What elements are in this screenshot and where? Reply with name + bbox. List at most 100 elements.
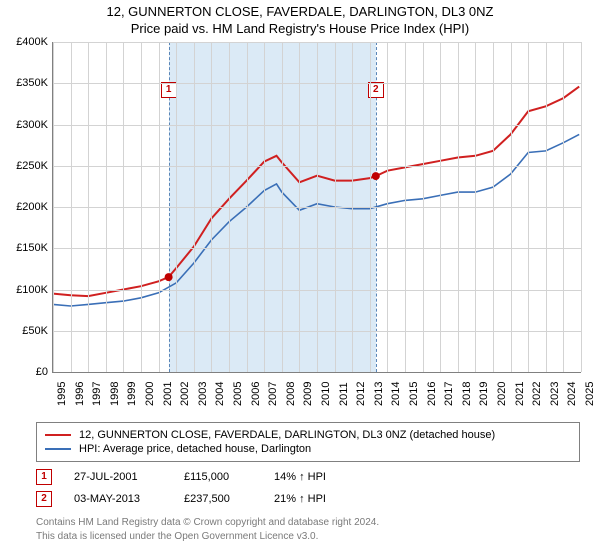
gridline-v	[106, 42, 107, 372]
gridline-v	[264, 42, 265, 372]
legend-swatch-hpi	[45, 448, 71, 450]
credit-line1: Contains HM Land Registry data © Crown c…	[36, 516, 580, 530]
x-tick-label: 2005	[232, 382, 244, 406]
y-tick-label: £100K	[0, 284, 48, 296]
x-tick-label: 2021	[514, 382, 526, 406]
gridline-v	[229, 42, 230, 372]
sales-row-1: 1 27-JUL-2001 £115,000 14% ↑ HPI	[36, 466, 580, 488]
gridline-v	[299, 42, 300, 372]
gridline-v	[493, 42, 494, 372]
x-tick-label: 2014	[390, 382, 402, 406]
sale-1-price: £115,000	[184, 471, 274, 483]
x-tick-label: 2022	[531, 382, 543, 406]
gridline-v	[282, 42, 283, 372]
gridline-v	[352, 42, 353, 372]
gridline-v	[440, 42, 441, 372]
x-tick-label: 2020	[496, 382, 508, 406]
gridline-v	[317, 42, 318, 372]
x-tick-label: 2004	[214, 382, 226, 406]
gridline-v	[53, 42, 54, 372]
gridline-v	[370, 42, 371, 372]
x-tick-label: 1996	[74, 382, 86, 406]
y-tick-label: £0	[0, 366, 48, 378]
x-tick-label: 2002	[179, 382, 191, 406]
sale-badge-1: 1	[36, 469, 52, 485]
x-tick-label: 2024	[566, 382, 578, 406]
gridline-v	[528, 42, 529, 372]
gridline-v	[511, 42, 512, 372]
gridline-v	[159, 42, 160, 372]
gridline-v	[247, 42, 248, 372]
x-tick-label: 1997	[91, 382, 103, 406]
legend-label-hpi: HPI: Average price, detached house, Darl…	[79, 443, 311, 455]
y-axis-ticks: £0 £50K £100K £150K £200K £250K £300K £350K £400…	[0, 36, 48, 378]
x-tick-label: 2025	[584, 382, 596, 406]
x-tick-label: 2011	[338, 382, 350, 406]
credit-line2: This data is licensed under the Open Gov…	[36, 530, 580, 544]
x-tick-label: 2012	[355, 382, 367, 406]
x-axis-ticks: 1995 1996 1997 1998 1999 2000 2001 2002 2003 2004…	[52, 376, 580, 412]
gridline-v	[141, 42, 142, 372]
x-tick-label: 2009	[302, 382, 314, 406]
sale-badge-2: 2	[36, 491, 52, 507]
legend-swatch-property	[45, 434, 71, 436]
y-tick-label: £250K	[0, 160, 48, 172]
gridline-v	[387, 42, 388, 372]
chart: £0£50K£100K£150K£200K£250K£300K£350K£400…	[36, 42, 596, 412]
y-tick-label: £300K	[0, 119, 48, 131]
x-tick-label: 2015	[408, 382, 420, 406]
x-tick-label: 2000	[144, 382, 156, 406]
x-tick-label: 2001	[162, 382, 174, 406]
gridline-v	[194, 42, 195, 372]
gridline-v	[546, 42, 547, 372]
gridline-v	[475, 42, 476, 372]
x-tick-label: 1999	[126, 382, 138, 406]
sale-2-delta: 21% ↑ HPI	[274, 493, 374, 505]
gridline-v	[581, 42, 582, 372]
legend-row-hpi: HPI: Average price, detached house, Darl…	[45, 443, 571, 455]
x-tick-label: 2003	[197, 382, 209, 406]
x-tick-label: 2008	[285, 382, 297, 406]
gridline-v	[211, 42, 212, 372]
y-tick-label: £350K	[0, 77, 48, 89]
x-tick-label: 2017	[443, 382, 455, 406]
x-tick-label: 2013	[373, 382, 385, 406]
x-tick-label: 2010	[320, 382, 332, 406]
x-tick-label: 1995	[56, 382, 68, 406]
x-tick-label: 2023	[549, 382, 561, 406]
gridline-v	[123, 42, 124, 372]
title-line1: 12, GUNNERTON CLOSE, FAVERDALE, DARLINGT…	[0, 4, 600, 19]
gridline-v	[88, 42, 89, 372]
x-tick-label: 2018	[461, 382, 473, 406]
sale-2-price: £237,500	[184, 493, 274, 505]
x-tick-label: 1998	[109, 382, 121, 406]
title-line2: Price paid vs. HM Land Registry's House …	[0, 21, 600, 36]
x-tick-label: 2016	[426, 382, 438, 406]
legend-row-property: 12, GUNNERTON CLOSE, FAVERDALE, DARLINGT…	[45, 429, 571, 441]
gridline-v	[423, 42, 424, 372]
sale-1-delta: 14% ↑ HPI	[274, 471, 374, 483]
legend-label-property: 12, GUNNERTON CLOSE, FAVERDALE, DARLINGT…	[79, 429, 495, 441]
chart-title: 12, GUNNERTON CLOSE, FAVERDALE, DARLINGT…	[0, 0, 600, 36]
gridline-v	[563, 42, 564, 372]
plot-area: 1 2	[52, 42, 581, 373]
sales-row-2: 2 03-MAY-2013 £237,500 21% ↑ HPI	[36, 488, 580, 510]
gridline-v	[458, 42, 459, 372]
x-tick-label: 2006	[250, 382, 262, 406]
sale-dot-2	[372, 172, 380, 180]
legend: 12, GUNNERTON CLOSE, FAVERDALE, DARLINGT…	[36, 422, 580, 462]
gridline-v	[335, 42, 336, 372]
credit-text: Contains HM Land Registry data © Crown c…	[36, 516, 580, 543]
sale-2-date: 03-MAY-2013	[74, 493, 184, 505]
gridline-v	[71, 42, 72, 372]
y-tick-label: £50K	[0, 325, 48, 337]
sale-1-date: 27-JUL-2001	[74, 471, 184, 483]
sale-dot-1	[165, 273, 173, 281]
x-tick-label: 2019	[478, 382, 490, 406]
x-tick-label: 2007	[267, 382, 279, 406]
y-tick-label: £400K	[0, 36, 48, 48]
gridline-v	[176, 42, 177, 372]
y-tick-label: £200K	[0, 201, 48, 213]
y-tick-label: £150K	[0, 242, 48, 254]
gridline-v	[405, 42, 406, 372]
